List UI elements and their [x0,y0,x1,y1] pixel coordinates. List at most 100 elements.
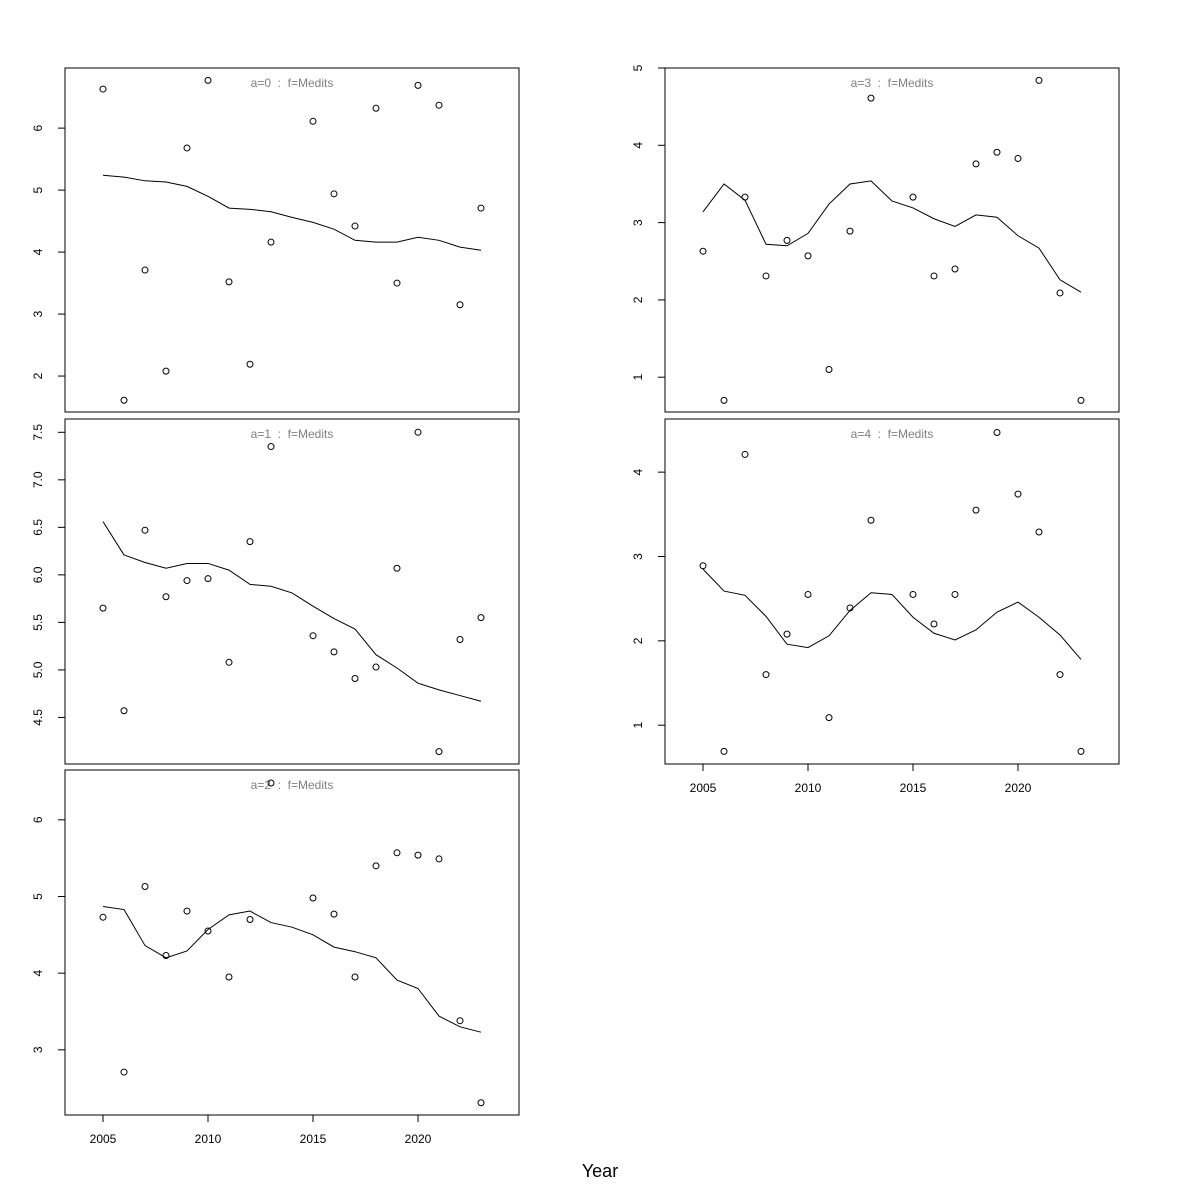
data-point [204,575,212,583]
x-tick-label: 2005 [90,1132,117,1146]
trend-line [702,568,1082,660]
data-point [783,630,791,638]
data-point [972,506,980,514]
panel-title: a=4 : f=Medits [851,427,934,441]
panel: a=2 : f=Medits 3 4 5 6 2005 2010 2015 2020 [31,769,520,1146]
plot-frame [664,67,1120,413]
data-point [825,365,833,373]
y-tick-label: 5.5 [31,614,45,631]
y-tick-label: 5 [31,893,45,900]
y-tick-label: 3 [631,219,645,226]
data-point [120,1068,128,1076]
data-point [762,272,770,280]
y-tick-label: 1 [631,722,645,729]
y-tick-label: 4 [631,468,645,475]
x-tick-label: 2015 [900,781,927,795]
data-point [246,538,254,546]
data-point [951,265,959,273]
data-point [141,526,149,534]
x-tick-label: 2020 [405,1132,432,1146]
data-point [720,747,728,755]
y-tick-label: 1 [631,374,645,381]
y-tick-label: 4.5 [31,709,45,726]
data-point [993,148,1001,156]
y-tick-label: 4 [31,970,45,977]
trend-line [102,905,482,1033]
y-tick-label: 7.5 [31,424,45,441]
panel-title: a=1 : f=Medits [251,427,334,441]
data-point [972,160,980,168]
data-point [120,396,128,404]
data-point [372,862,380,870]
y-tick-label: 6 [31,816,45,823]
data-point [351,973,359,981]
data-point [309,632,317,640]
data-point [330,190,338,198]
data-point [162,367,170,375]
data-point [1056,671,1064,679]
data-point [762,671,770,679]
plot-frame [64,769,520,1116]
data-point [825,714,833,722]
data-point [1035,528,1043,536]
panel-title: a=0 : f=Medits [251,76,334,90]
data-point [141,883,149,891]
data-point [183,577,191,585]
data-point [477,1099,485,1107]
panel: a=3 : f=Medits 1 2 3 4 5 [631,64,1120,413]
data-point [477,614,485,622]
data-point [246,360,254,368]
data-point [414,428,422,436]
plot-frame [64,418,520,765]
y-tick-label: 4 [31,248,45,255]
data-point [867,94,875,102]
data-point [1056,289,1064,297]
data-point [183,144,191,152]
data-point [456,635,464,643]
y-tick-label: 3 [31,1046,45,1053]
data-point [351,674,359,682]
data-point [414,851,422,859]
data-point [741,450,749,458]
data-point [372,663,380,671]
panel-title: a=2 : f=Medits [251,778,334,792]
trend-line [102,174,482,251]
data-point [456,1017,464,1025]
y-tick-label: 2 [631,637,645,644]
data-point [267,779,275,787]
y-tick-label: 4 [631,142,645,149]
y-tick-label: 5.0 [31,661,45,678]
data-point [909,193,917,201]
data-point [330,910,338,918]
data-point [456,301,464,309]
data-point [99,604,107,612]
data-point [930,272,938,280]
data-point [267,443,275,451]
x-tick-label: 2015 [300,1132,327,1146]
y-tick-label: 2 [631,296,645,303]
data-point [183,907,191,915]
data-point [393,279,401,287]
data-point [267,238,275,246]
data-point [330,648,338,656]
x-tick-label: 2005 [690,781,717,795]
data-point [204,927,212,935]
data-point [204,76,212,84]
data-point [120,707,128,715]
data-point [699,247,707,255]
panel: a=1 : f=Medits 4.5 5.0 5.5 6.0 6.5 7.0 7.5 [31,418,520,765]
y-tick-label: 6 [31,124,45,131]
panel: a=0 : f=Medits 2 3 4 5 6 [31,67,520,413]
data-point [1077,396,1085,404]
data-point [846,227,854,235]
data-point [246,916,254,923]
y-tick-label: 5 [631,64,645,71]
y-tick-label: 7.0 [31,471,45,488]
plot-frame [64,67,520,413]
data-point [225,658,233,666]
data-point [225,278,233,286]
data-point [435,748,443,756]
data-point [1014,490,1022,498]
data-point [414,81,422,89]
